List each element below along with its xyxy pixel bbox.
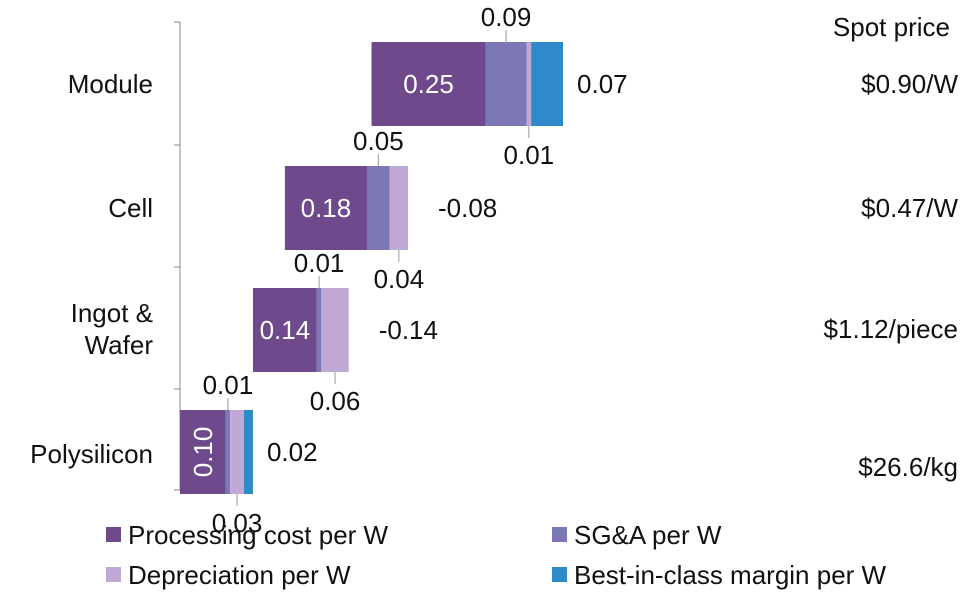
- bar-cell-depreciation: [389, 166, 408, 250]
- bar-module-margin: [531, 42, 564, 126]
- spot-price-polysilicon: $26.6/kg: [858, 452, 958, 482]
- bar-polysilicon-depreciation: [230, 410, 244, 494]
- data-label-cell-processing: 0.18: [301, 193, 352, 223]
- bar-ingot-wafer-sga: [316, 288, 322, 372]
- legend-swatch-processing: [106, 527, 121, 542]
- data-label-polysilicon-processing: 0.10: [188, 427, 218, 478]
- category-label-polysilicon: Polysilicon: [30, 439, 153, 469]
- bar-cell-processing: [284, 166, 367, 250]
- bar-ingot-wafer-depreciation: [321, 288, 349, 372]
- data-label-cell-margin: -0.08: [438, 193, 497, 223]
- legend-swatch-depreciation: [106, 567, 121, 582]
- category-label-cell: Cell: [108, 193, 153, 223]
- bar-module-processing: [371, 42, 486, 126]
- data-label-module-depreciation: 0.01: [504, 140, 555, 170]
- data-label-ingot-wafer-margin: -0.14: [379, 315, 438, 345]
- bar-ingot-wafer-processing: [252, 288, 317, 372]
- spot-price-column: Spot price $0.90/W $0.47/W $1.12/piece $26.…: [824, 12, 959, 482]
- bar-module-depreciation: [526, 42, 532, 126]
- bar-module-sga: [485, 42, 527, 126]
- legend-label-depreciation: Depreciation per W: [128, 560, 351, 590]
- data-label-polysilicon-depreciation: 0.03: [212, 508, 263, 538]
- data-label-polysilicon-sga: 0.01: [203, 370, 254, 400]
- category-label-ingot-wafer: Wafer: [85, 330, 154, 360]
- legend-swatch-margin: [552, 567, 567, 582]
- spot-price-cell: $0.47/W: [861, 193, 958, 223]
- data-label-ingot-wafer-processing: 0.14: [260, 315, 311, 345]
- legend-label-processing: Processing cost per W: [128, 520, 389, 550]
- legend-label-sga: SG&A per W: [574, 520, 722, 550]
- bar-polysilicon-processing: [180, 410, 226, 494]
- legend: Processing cost per W SG&A per W Depreciat…: [106, 520, 887, 590]
- data-label-module-margin: 0.07: [577, 69, 628, 99]
- bar-polysilicon-margin: [243, 410, 253, 494]
- data-label-ingot-wafer-depreciation: 0.06: [310, 386, 361, 416]
- category-labels: Module Cell Ingot &Wafer Polysilicon: [30, 69, 153, 469]
- category-label-ingot-wafer: Ingot &: [71, 298, 153, 328]
- data-label-module-sga: 0.09: [481, 2, 532, 32]
- category-axis: [174, 21, 181, 491]
- data-label-module-processing: 0.25: [403, 69, 454, 99]
- value-labels: 0.25 0.18 0.14 0.10 0.09 0.01 0.07 0.05 0.04 -0.0…: [188, 2, 628, 538]
- bar-cell-sga: [366, 166, 390, 250]
- spot-price-module: $0.90/W: [861, 69, 958, 99]
- legend-swatch-sga: [552, 527, 567, 542]
- data-label-cell-depreciation: 0.04: [374, 264, 425, 294]
- spot-price-header: Spot price: [833, 12, 950, 42]
- legend-label-margin: Best-in-class margin per W: [574, 560, 887, 590]
- bars: [180, 42, 564, 494]
- category-label-module: Module: [68, 69, 153, 99]
- spot-price-ingot-wafer: $1.12/piece: [824, 314, 958, 344]
- data-label-cell-sga: 0.05: [353, 126, 404, 156]
- data-label-polysilicon-margin: 0.02: [267, 437, 318, 467]
- data-label-ingot-wafer-sga: 0.01: [294, 248, 345, 278]
- bar-polysilicon-sga: [225, 410, 231, 494]
